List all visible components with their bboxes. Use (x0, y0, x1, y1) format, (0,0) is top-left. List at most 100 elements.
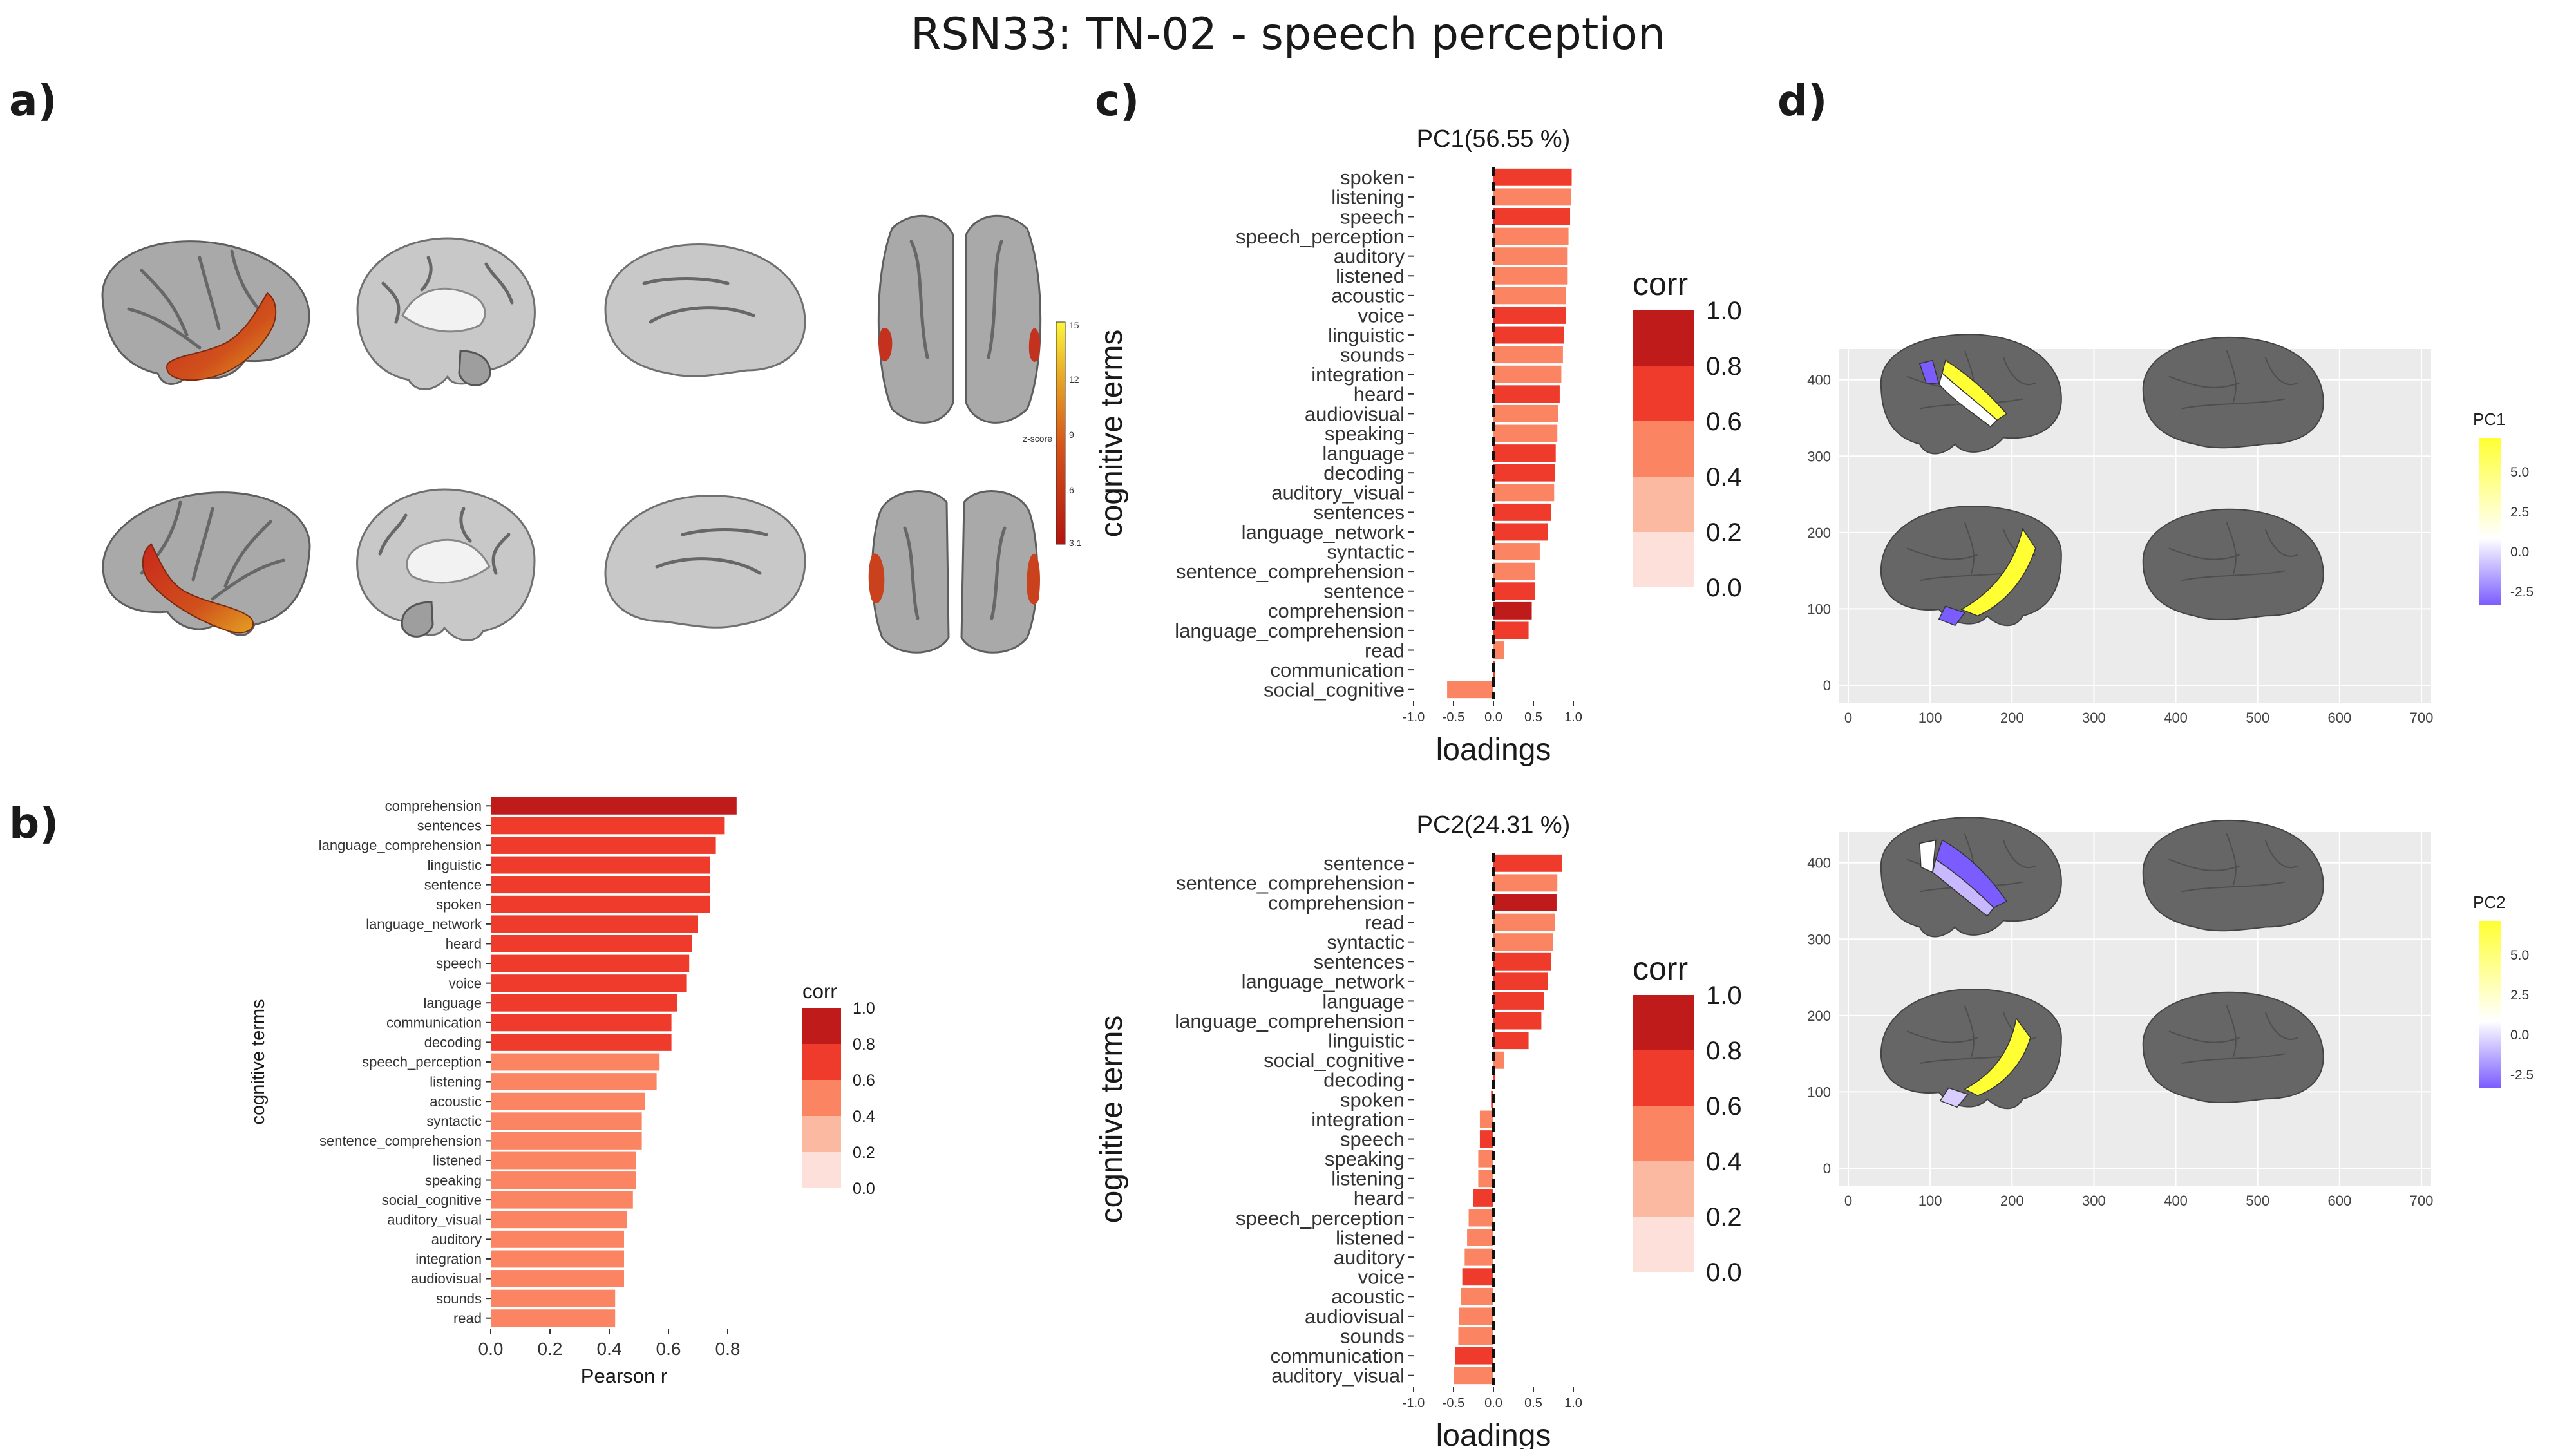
category-label: language_network (1242, 971, 1405, 993)
chart-title: PC1(56.55 %) (1417, 126, 1571, 153)
bar-linguistic (1493, 326, 1564, 344)
bar-comprehension (491, 797, 737, 815)
x-axis-label: loadings (1436, 733, 1551, 767)
x-tick-label: 0.6 (656, 1339, 681, 1359)
y-tick-label: 200 (1807, 1008, 1831, 1024)
legend-title: PC1 (2473, 410, 2506, 429)
bar-syntactic (1493, 543, 1540, 561)
legend-tick: 5.0 (2510, 465, 2529, 480)
bar-speech (1479, 1130, 1493, 1148)
brain-map-pc1: 0 100 200 300 400 500 600 700 400 300 200 100 0 PC1 5.… (1807, 334, 2533, 726)
brain-medial-right (2142, 991, 2324, 1104)
bar-sentence_comprehension (1493, 874, 1558, 892)
bar-decoding (1493, 1071, 1495, 1089)
legend-swatch-1 (1633, 1050, 1694, 1106)
brain-surface (2142, 336, 2324, 449)
brain-sagittal-slice-bottom (356, 488, 536, 641)
category-label: social_cognitive (382, 1192, 482, 1208)
bar-comprehension (1493, 601, 1532, 620)
bar-acoustic (491, 1092, 645, 1110)
bar-audiovisual (1493, 404, 1558, 422)
bar-sounds (1493, 346, 1563, 364)
category-label: acoustic (430, 1094, 482, 1110)
legend-tick: 0.0 (2510, 1028, 2529, 1043)
bar-language_network (491, 915, 698, 933)
x-tick-label: -0.5 (1443, 1396, 1464, 1410)
bar-speaking (1478, 1150, 1493, 1168)
zscore-tick-12: 12 (1069, 374, 1079, 384)
x-tick-label: 0.4 (597, 1339, 622, 1359)
bar-sentences (1493, 952, 1551, 971)
category-label: language_network (1242, 521, 1405, 544)
region-high (1960, 527, 2036, 617)
brain-lateral-top (101, 240, 310, 385)
bar-speaking (1493, 424, 1558, 442)
legend-label: 0.0 (1706, 574, 1742, 602)
category-label: sentence (1323, 580, 1405, 603)
legend-label: 0.0 (1706, 1258, 1742, 1287)
y-tick-label: 100 (1807, 601, 1831, 617)
x-tick-label: 0.5 (1524, 1396, 1542, 1410)
bar-social_cognitive (1493, 1051, 1504, 1069)
legend-title: corr (1633, 951, 1688, 987)
category-label: syntactic (1327, 540, 1405, 563)
figure-title: RSN33: TN-02 - speech perception (910, 9, 1666, 60)
category-label: listened (1336, 1226, 1405, 1249)
category-label: sounds (436, 1291, 482, 1307)
brain-axial-top (877, 214, 1042, 424)
bar-heard (1473, 1189, 1493, 1207)
bar-communication (491, 1014, 672, 1032)
category-label: language_comprehension (319, 837, 482, 853)
bar-listened (1467, 1229, 1493, 1247)
bar-decoding (1493, 464, 1555, 482)
bar-read (1493, 641, 1504, 659)
x-tick-label: 600 (2327, 710, 2351, 726)
y-tick-label: 100 (1807, 1084, 1831, 1100)
bar-speech_perception (1468, 1209, 1493, 1227)
parcel-borders (1906, 522, 2036, 582)
category-label: language_comprehension (1175, 620, 1405, 642)
zscore-tick-15: 15 (1069, 320, 1079, 330)
category-label: communication (1271, 1345, 1405, 1367)
legend-colorbar (2479, 438, 2501, 605)
brain-sagittal-slice-top (356, 237, 536, 390)
legend-tick: 5.0 (2510, 948, 2529, 963)
brain-coronal-bottom (868, 490, 1040, 654)
x-tick-label: 500 (2246, 710, 2269, 726)
bar-auditory_visual (1493, 484, 1555, 502)
category-label: sentence_comprehension (319, 1133, 482, 1149)
bar-sentence (1493, 582, 1535, 600)
category-label: spoken (1340, 166, 1405, 189)
parcel-borders (2168, 833, 2298, 893)
category-label: spoken (436, 896, 482, 913)
bar-language_comprehension (491, 837, 716, 854)
category-label: sentence_comprehension (1176, 872, 1405, 895)
category-label: decoding (424, 1034, 482, 1050)
category-label: speech_perception (1236, 225, 1405, 248)
bar-auditory (491, 1230, 624, 1248)
category-label: voice (1358, 304, 1405, 327)
category-label: decoding (1323, 462, 1405, 484)
legend-swatch-2 (1633, 421, 1694, 477)
x-tick-label: 600 (2327, 1193, 2351, 1209)
category-label: heard (1354, 1187, 1405, 1209)
legend-label: 0.4 (1706, 1148, 1742, 1176)
x-tick-label: 100 (1918, 710, 1942, 726)
parcel-borders (2168, 1005, 2298, 1065)
category-label: speech (1340, 205, 1405, 228)
category-label: sentences (1314, 951, 1405, 973)
legend-swatch-3 (1633, 1161, 1694, 1217)
legend-swatch-0 (1633, 995, 1694, 1050)
x-tick-label: 200 (2000, 1193, 2024, 1209)
legend-swatch-2 (1633, 1106, 1694, 1161)
x-axis-label: loadings (1436, 1419, 1551, 1449)
category-label: acoustic (1331, 1285, 1405, 1308)
region-low (1939, 1087, 1969, 1108)
bar-spoken (1493, 168, 1572, 186)
y-tick-label: 300 (1807, 931, 1831, 947)
bar-audiovisual (491, 1270, 624, 1287)
x-tick-label: 0.5 (1524, 710, 1542, 724)
activation-right (1939, 1017, 2031, 1108)
bar-sentence_comprehension (1493, 562, 1535, 580)
legend-swatch-1 (802, 1044, 841, 1080)
